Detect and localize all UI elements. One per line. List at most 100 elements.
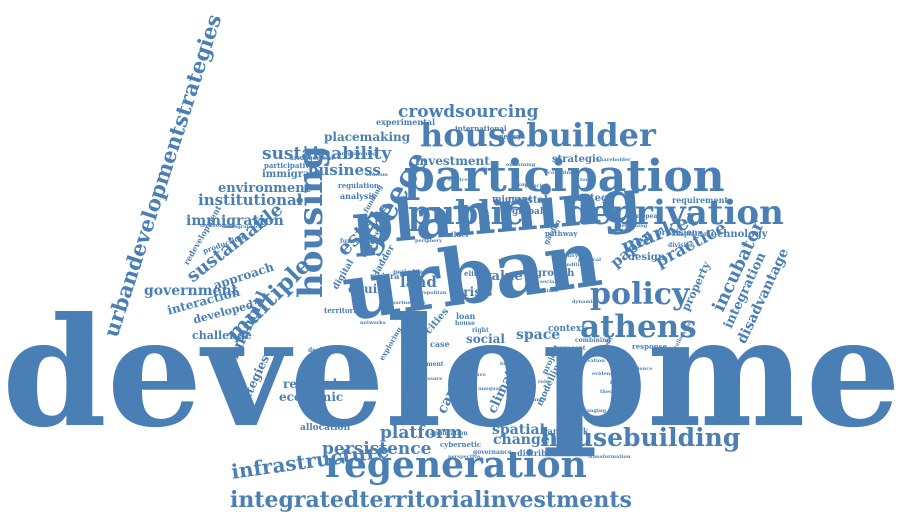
word-present: present: [560, 345, 586, 352]
word-environment: environment: [218, 181, 311, 196]
word-metropolitan: metropolitan: [410, 290, 447, 296]
word-periphery: periphery: [415, 238, 443, 244]
word-division: division: [668, 242, 695, 249]
word-research: research: [283, 377, 342, 391]
word-cybernetic: cybernetic: [440, 440, 482, 449]
word-challenge: challenge: [192, 329, 252, 342]
word-strategic: strategic: [552, 154, 602, 165]
word-persistence: persistence: [322, 439, 432, 459]
word-perspective: perspective: [448, 454, 481, 460]
word-shareholder: shareholder: [597, 157, 631, 163]
word-social-mix: social-mix: [540, 279, 569, 285]
word-application: application: [430, 430, 468, 437]
word-heritage: heritage: [610, 380, 634, 386]
word-european: european: [630, 213, 662, 220]
word-design: design: [628, 252, 666, 263]
word-transformation: transformation: [588, 454, 631, 460]
word-riviera: riviera: [370, 271, 400, 281]
word-regulation: regulation: [338, 181, 379, 190]
word-institutional: institutional: [198, 191, 303, 209]
word-builder: builder: [441, 230, 470, 239]
word-policy: policy: [590, 277, 690, 312]
word-engagement: engagement: [402, 361, 444, 368]
word-combining: combining: [575, 337, 611, 344]
word-partnership: partnership: [392, 300, 425, 306]
word-public: public: [408, 193, 524, 232]
word-analysis: analysis: [340, 191, 376, 201]
word-networks: networks: [360, 320, 386, 326]
word-elite: elite: [464, 269, 482, 278]
word-housebuilder: housebuilder: [420, 116, 656, 154]
word-finance: finance: [526, 397, 547, 403]
word-examining: examining: [506, 162, 536, 168]
word-participation: participation: [404, 151, 725, 202]
word-dynamics: dynamics: [572, 299, 599, 305]
word-functional: functional: [340, 238, 375, 245]
word-provision: provision: [656, 227, 698, 237]
word-programming: programming: [338, 151, 377, 157]
word-growth: growth: [535, 268, 575, 279]
word-platform: platform: [380, 423, 463, 443]
word-coastline: coastline: [548, 170, 574, 176]
word-deprivation: deprivation: [566, 193, 784, 233]
word-small: small: [518, 182, 534, 188]
word-period: period: [393, 269, 415, 276]
word-change: change: [493, 432, 550, 448]
word-territorial: territorial: [324, 306, 364, 315]
word-international: international: [455, 124, 507, 133]
word-allocation: allocation: [300, 423, 351, 433]
word-demographic: demographic: [222, 224, 259, 230]
word-local: local: [500, 361, 514, 367]
word-framework: framework: [540, 426, 589, 436]
word-loan: loan: [456, 311, 476, 321]
word-area: area: [412, 269, 427, 276]
word-right: right: [472, 327, 489, 334]
word-participative: participative: [264, 161, 314, 170]
word-case: case: [430, 339, 450, 349]
word-equity: equity: [348, 282, 390, 296]
word-political: political: [578, 257, 602, 263]
word-crowdsourcing: crowdsourcing: [398, 102, 539, 122]
word-requirement: requirement: [672, 195, 729, 205]
word-services: services: [448, 177, 471, 183]
word-investment: investment: [415, 154, 490, 168]
word-experience: experience: [622, 366, 653, 372]
word-changing: changing: [580, 408, 607, 414]
word-conditions: conditions: [560, 262, 590, 268]
word-migrant: migrant: [492, 195, 533, 205]
word-governance: governance: [473, 449, 512, 456]
word-crisis: crisis: [456, 285, 493, 299]
word-tourism: tourism: [366, 172, 388, 178]
word-sustainability: sustainability: [262, 144, 392, 164]
word-economic: economic: [279, 390, 344, 404]
word-athens: athens: [580, 309, 697, 345]
word-placemaking: placemaking: [324, 130, 411, 144]
word-evidence: evidence: [592, 371, 617, 377]
word-housebuilding: housebuilding: [540, 423, 741, 452]
word-spatial: spatial: [492, 422, 545, 438]
word-social: social: [466, 332, 505, 346]
word-tool: tool: [580, 177, 591, 183]
word-urbanisation: urbanisation: [522, 288, 558, 294]
word-adaptation: adaptation: [672, 231, 709, 238]
word-immigration: immigration: [186, 213, 284, 229]
word-quality: quality: [555, 252, 579, 259]
word-value: value: [484, 269, 523, 284]
word-pressure: pressure: [418, 376, 443, 382]
word-coastal: coastal: [508, 195, 548, 206]
word-pathway: pathway: [545, 229, 578, 238]
word-designing: designing: [308, 347, 342, 354]
word-government: government: [144, 283, 239, 299]
word-unequal: unequal: [478, 386, 501, 392]
word-innovation: innovation: [575, 358, 605, 364]
word-response: response: [632, 342, 668, 351]
word-deepening: deepening: [618, 223, 648, 229]
word-regeneration: regeneration: [325, 444, 587, 486]
word-technologies: technologies: [200, 223, 236, 229]
word-agency: agency: [494, 132, 522, 141]
word-business: business: [308, 161, 381, 179]
word-technology: technology: [706, 229, 768, 240]
word-global: global: [512, 207, 544, 217]
word-land: land: [400, 273, 437, 291]
